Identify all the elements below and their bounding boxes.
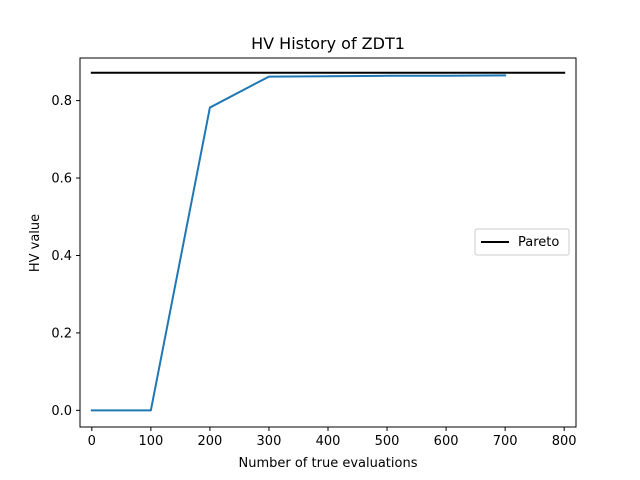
x-tick-label: 800 <box>552 434 577 449</box>
legend-label-pareto: Pareto <box>518 235 559 250</box>
x-tick-label: 700 <box>493 434 518 449</box>
series-line-hv-history <box>90 74 507 412</box>
x-tick-label: 400 <box>316 434 341 449</box>
series-layer <box>90 71 566 412</box>
legend: Pareto <box>474 228 570 256</box>
y-tick-label: 0.6 <box>51 172 72 187</box>
y-tick-label: 0.4 <box>51 249 72 264</box>
y-tick-label: 0.2 <box>51 326 72 341</box>
plot-area-frame <box>79 57 577 428</box>
ticks-layer: 0 100 200 300 400 500 600 700 800 0.0 0.2 0.4 0.6 0.8 <box>51 94 576 449</box>
y-tick-label: 0.0 <box>51 404 72 419</box>
legend-box <box>474 228 570 256</box>
x-tick-label: 100 <box>138 434 163 449</box>
x-tick-label: 500 <box>375 434 400 449</box>
x-tick-label: 200 <box>197 434 222 449</box>
y-axis-title: HV value <box>28 214 43 272</box>
chart-title: HV History of ZDT1 <box>251 34 405 53</box>
y-tick-label: 0.8 <box>51 94 72 109</box>
x-axis-title: Number of true evaluations <box>239 456 418 471</box>
x-tick-label: 600 <box>434 434 459 449</box>
x-tick-label: 0 <box>88 434 96 449</box>
x-tick-label: 300 <box>257 434 282 449</box>
